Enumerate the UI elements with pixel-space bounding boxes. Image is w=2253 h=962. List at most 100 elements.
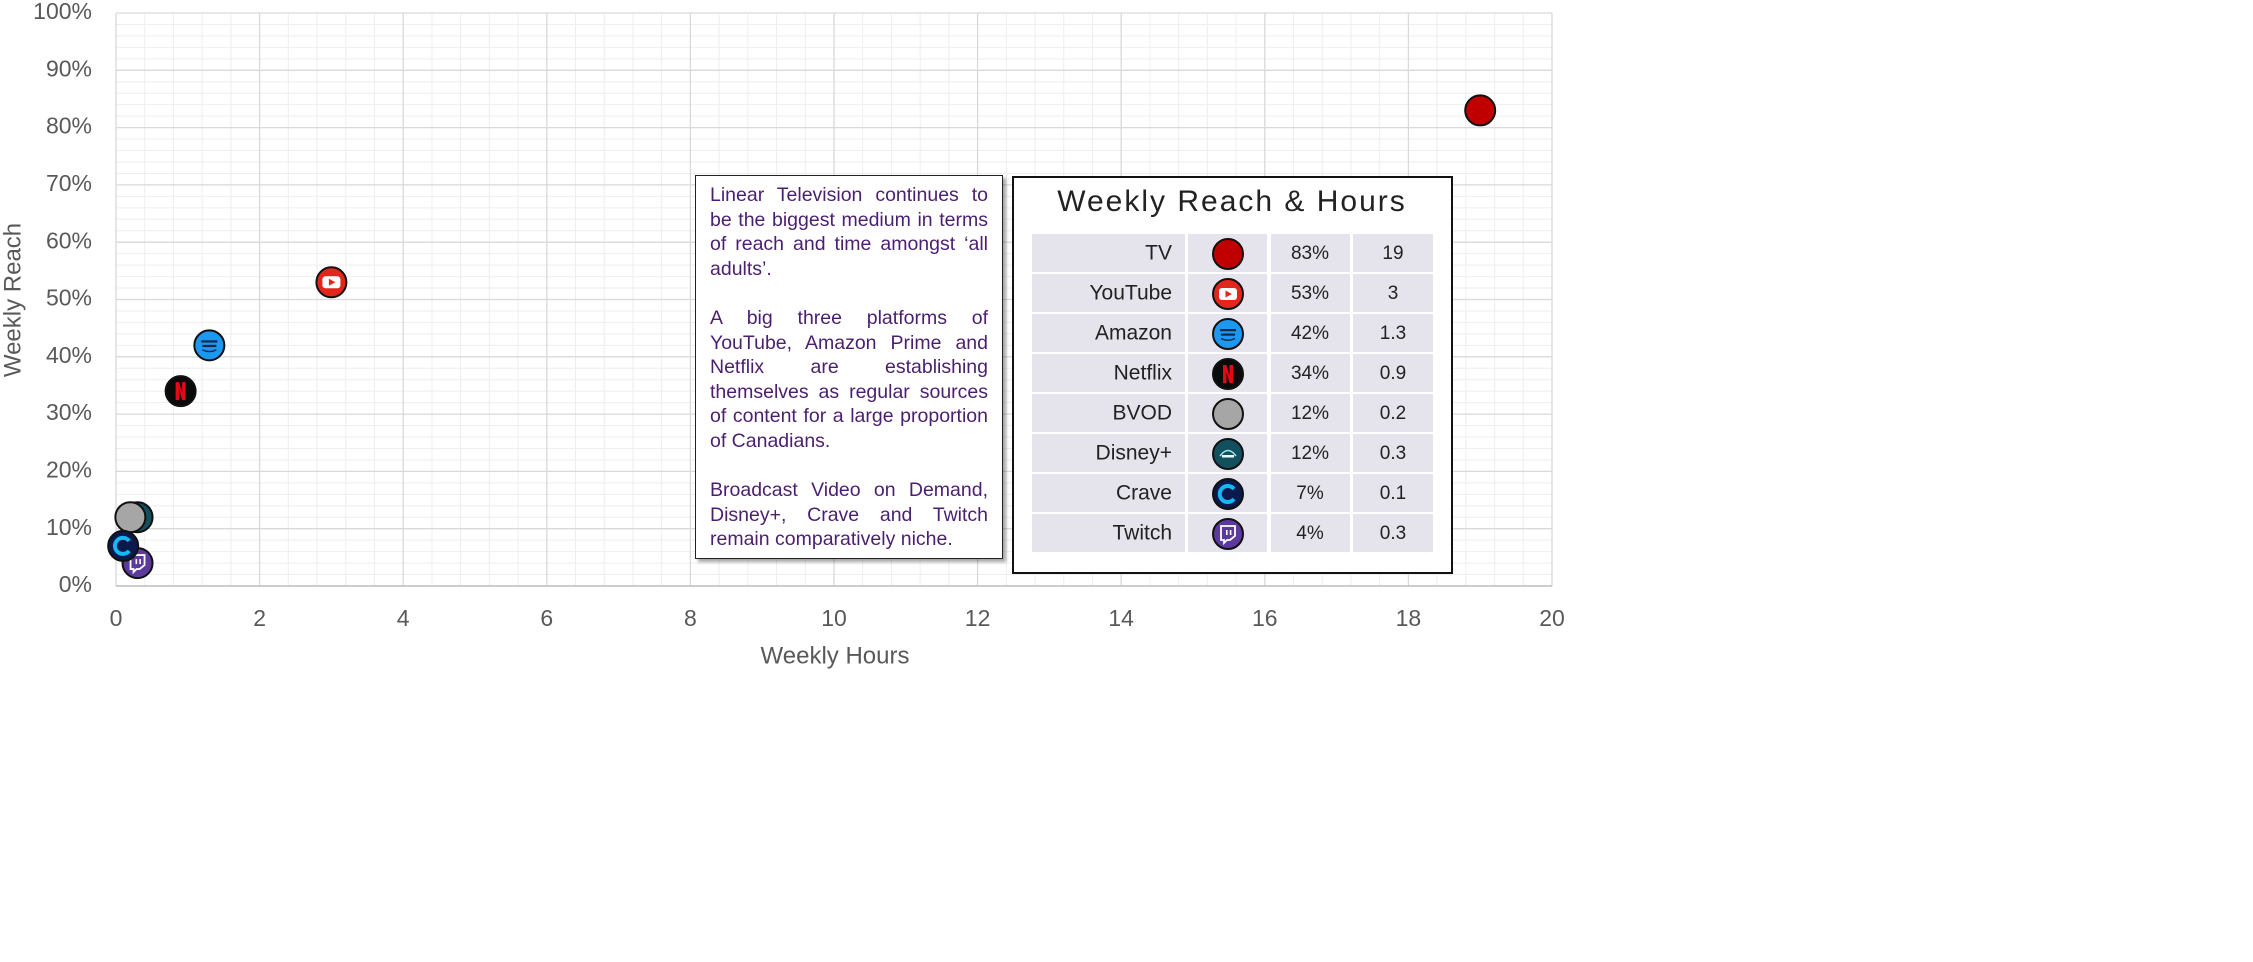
table-icon xyxy=(1212,478,1244,510)
annotation: A big three platforms of YouTube, Amazon… xyxy=(710,306,988,452)
logo-part xyxy=(129,554,146,575)
table-hours: 0.3 xyxy=(1380,523,1406,544)
x-axis-label: Weekly Hours xyxy=(761,642,910,669)
table-icon xyxy=(1212,318,1244,350)
y-axis-label: Weekly Reach xyxy=(0,223,26,377)
x-tick-label: 16 xyxy=(1252,605,1278,631)
point xyxy=(193,329,226,362)
table-cell xyxy=(1353,234,1433,272)
logo-part xyxy=(113,535,131,556)
table-cell xyxy=(1271,514,1350,552)
logo-part xyxy=(1220,337,1236,341)
table-cell xyxy=(1353,394,1433,432)
x-tick-label: 2 xyxy=(253,605,266,631)
table-reach: 12% xyxy=(1291,403,1329,424)
logo-part xyxy=(1217,484,1236,504)
annotation-box: Linear Television continues to be the bi… xyxy=(695,175,1003,559)
table-cell xyxy=(1032,234,1185,272)
table-name: BVOD xyxy=(1112,402,1172,425)
table-icon xyxy=(1212,278,1244,310)
logo-part xyxy=(1220,525,1236,546)
table-name: Amazon xyxy=(1095,322,1172,345)
table-reach: 53% xyxy=(1291,283,1329,304)
point xyxy=(1464,94,1497,127)
table-cell xyxy=(1353,434,1433,472)
table-cell xyxy=(1353,354,1433,392)
x-tick-label: 14 xyxy=(1108,605,1134,631)
table-cell xyxy=(1271,394,1350,432)
logo-part xyxy=(1229,530,1232,535)
y-tick-label: 30% xyxy=(46,399,92,425)
x-tick-label: 12 xyxy=(965,605,991,631)
table-name: TV xyxy=(1145,242,1172,265)
x-tick-label: 20 xyxy=(1539,605,1565,631)
y-tick-label: 100% xyxy=(33,0,92,24)
table-hours: 0.9 xyxy=(1380,363,1406,384)
table-hours: 19 xyxy=(1382,243,1403,264)
table-hours: 0.1 xyxy=(1380,483,1406,504)
table-cell xyxy=(1271,434,1350,472)
logo-part xyxy=(1226,530,1228,535)
scatter-point xyxy=(114,501,147,534)
table-name: Crave xyxy=(1116,482,1172,505)
point xyxy=(107,529,140,562)
logo-part xyxy=(202,349,217,353)
table-cell xyxy=(1353,514,1433,552)
table-hours: 0.2 xyxy=(1380,403,1406,424)
table-cell xyxy=(1032,514,1185,552)
table-name: Twitch xyxy=(1112,522,1172,545)
logo-part xyxy=(175,382,186,401)
y-tick-label: 80% xyxy=(46,113,92,139)
table-cell xyxy=(1271,274,1350,312)
table-hours: 3 xyxy=(1388,283,1399,304)
x-tick-label: 10 xyxy=(821,605,847,631)
table-cell xyxy=(1032,354,1185,392)
table-hours: 1.3 xyxy=(1380,323,1406,344)
table-title: Weekly Reach & Hours xyxy=(1057,185,1407,218)
y-tick-label: 10% xyxy=(46,514,92,540)
y-tick-label: 70% xyxy=(46,170,92,196)
table-cell xyxy=(1353,274,1433,312)
table-icon xyxy=(1212,398,1244,430)
logo-part xyxy=(328,278,336,286)
annotation: Broadcast Video on Demand, Disney+, Crav… xyxy=(710,479,988,551)
table-reach: 83% xyxy=(1291,243,1329,264)
table-icon xyxy=(1212,438,1244,470)
table-cell xyxy=(1271,354,1350,392)
table-cell xyxy=(1032,274,1185,312)
y-tick-label: 40% xyxy=(46,342,92,368)
table-icon xyxy=(1212,238,1244,270)
point xyxy=(114,501,147,534)
point xyxy=(164,375,197,408)
y-tick-label: 0% xyxy=(59,571,92,597)
x-tick-label: 8 xyxy=(684,605,697,631)
table-icon-circle xyxy=(1212,398,1244,430)
x-tick-label: 6 xyxy=(540,605,553,631)
scatter-point xyxy=(1464,94,1497,127)
table-cell xyxy=(1032,474,1185,512)
logo-part xyxy=(1222,455,1234,458)
table-name: Netflix xyxy=(1114,362,1173,385)
logo-part xyxy=(201,340,218,343)
logo-part xyxy=(135,559,138,565)
logo-part xyxy=(202,344,217,348)
table-reach: 7% xyxy=(1296,483,1324,504)
logo-part xyxy=(1219,449,1237,457)
logo-part xyxy=(139,559,141,565)
scatter-point xyxy=(107,529,140,562)
table-reach: 34% xyxy=(1291,363,1329,384)
table-hours: 0.3 xyxy=(1380,443,1406,464)
table-icon xyxy=(1212,358,1244,390)
x-tick-label: 4 xyxy=(397,605,410,631)
x-tick-label: 18 xyxy=(1396,605,1422,631)
table-cell xyxy=(1032,394,1185,432)
annotation: Linear Television continues to be the bi… xyxy=(710,184,988,280)
table-reach: 12% xyxy=(1291,443,1329,464)
table-icon-circle xyxy=(1212,438,1244,470)
table-cell xyxy=(1271,234,1350,272)
table-cell xyxy=(1271,314,1350,352)
table-cell xyxy=(1271,474,1350,512)
y-tick-label: 20% xyxy=(46,456,92,482)
